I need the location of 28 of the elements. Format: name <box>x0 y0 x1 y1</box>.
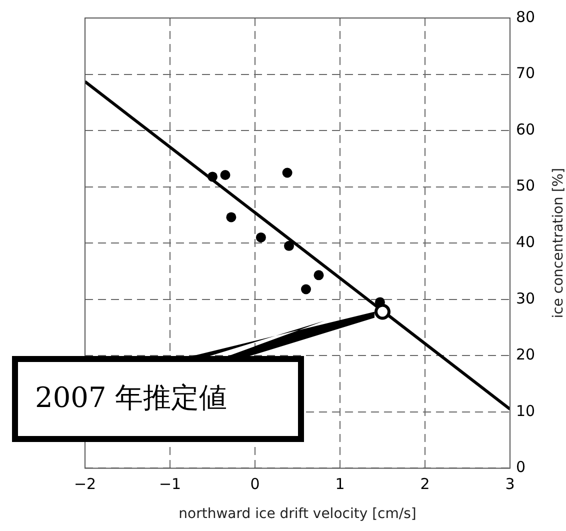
annotation: 2007 年推定値 <box>35 380 228 416</box>
point <box>301 284 311 294</box>
x-tick-label: 2 <box>420 475 430 494</box>
point <box>226 212 236 222</box>
y-tick-label: 20 <box>516 346 536 364</box>
y-tick-label: 30 <box>516 289 536 308</box>
y-axis-title: ice concentration [%] <box>550 168 566 318</box>
x-tick-label: −1 <box>158 475 182 494</box>
y-tick-label: 60 <box>516 120 536 138</box>
x-tick-label: 1 <box>335 475 345 494</box>
y-tick-label: 80 <box>516 8 536 26</box>
point <box>282 168 292 178</box>
x-tick-label: 0 <box>250 475 260 494</box>
y-tick-label: 70 <box>516 64 536 82</box>
y-tick-label: 0 <box>516 458 526 476</box>
x-tick-label: 3 <box>505 475 515 494</box>
y-tick-label: 40 <box>516 232 536 251</box>
y-tick-label: 50 <box>516 176 536 195</box>
point <box>208 172 218 182</box>
y-tick-label: 10 <box>516 402 536 420</box>
x-axis-title: northward ice drift velocity [cm/s] <box>178 506 416 522</box>
point <box>374 304 390 320</box>
point <box>374 297 385 308</box>
x-tick-label: −2 <box>74 475 96 494</box>
point <box>314 270 324 280</box>
point <box>220 170 230 180</box>
point <box>284 240 294 251</box>
point <box>256 232 266 242</box>
